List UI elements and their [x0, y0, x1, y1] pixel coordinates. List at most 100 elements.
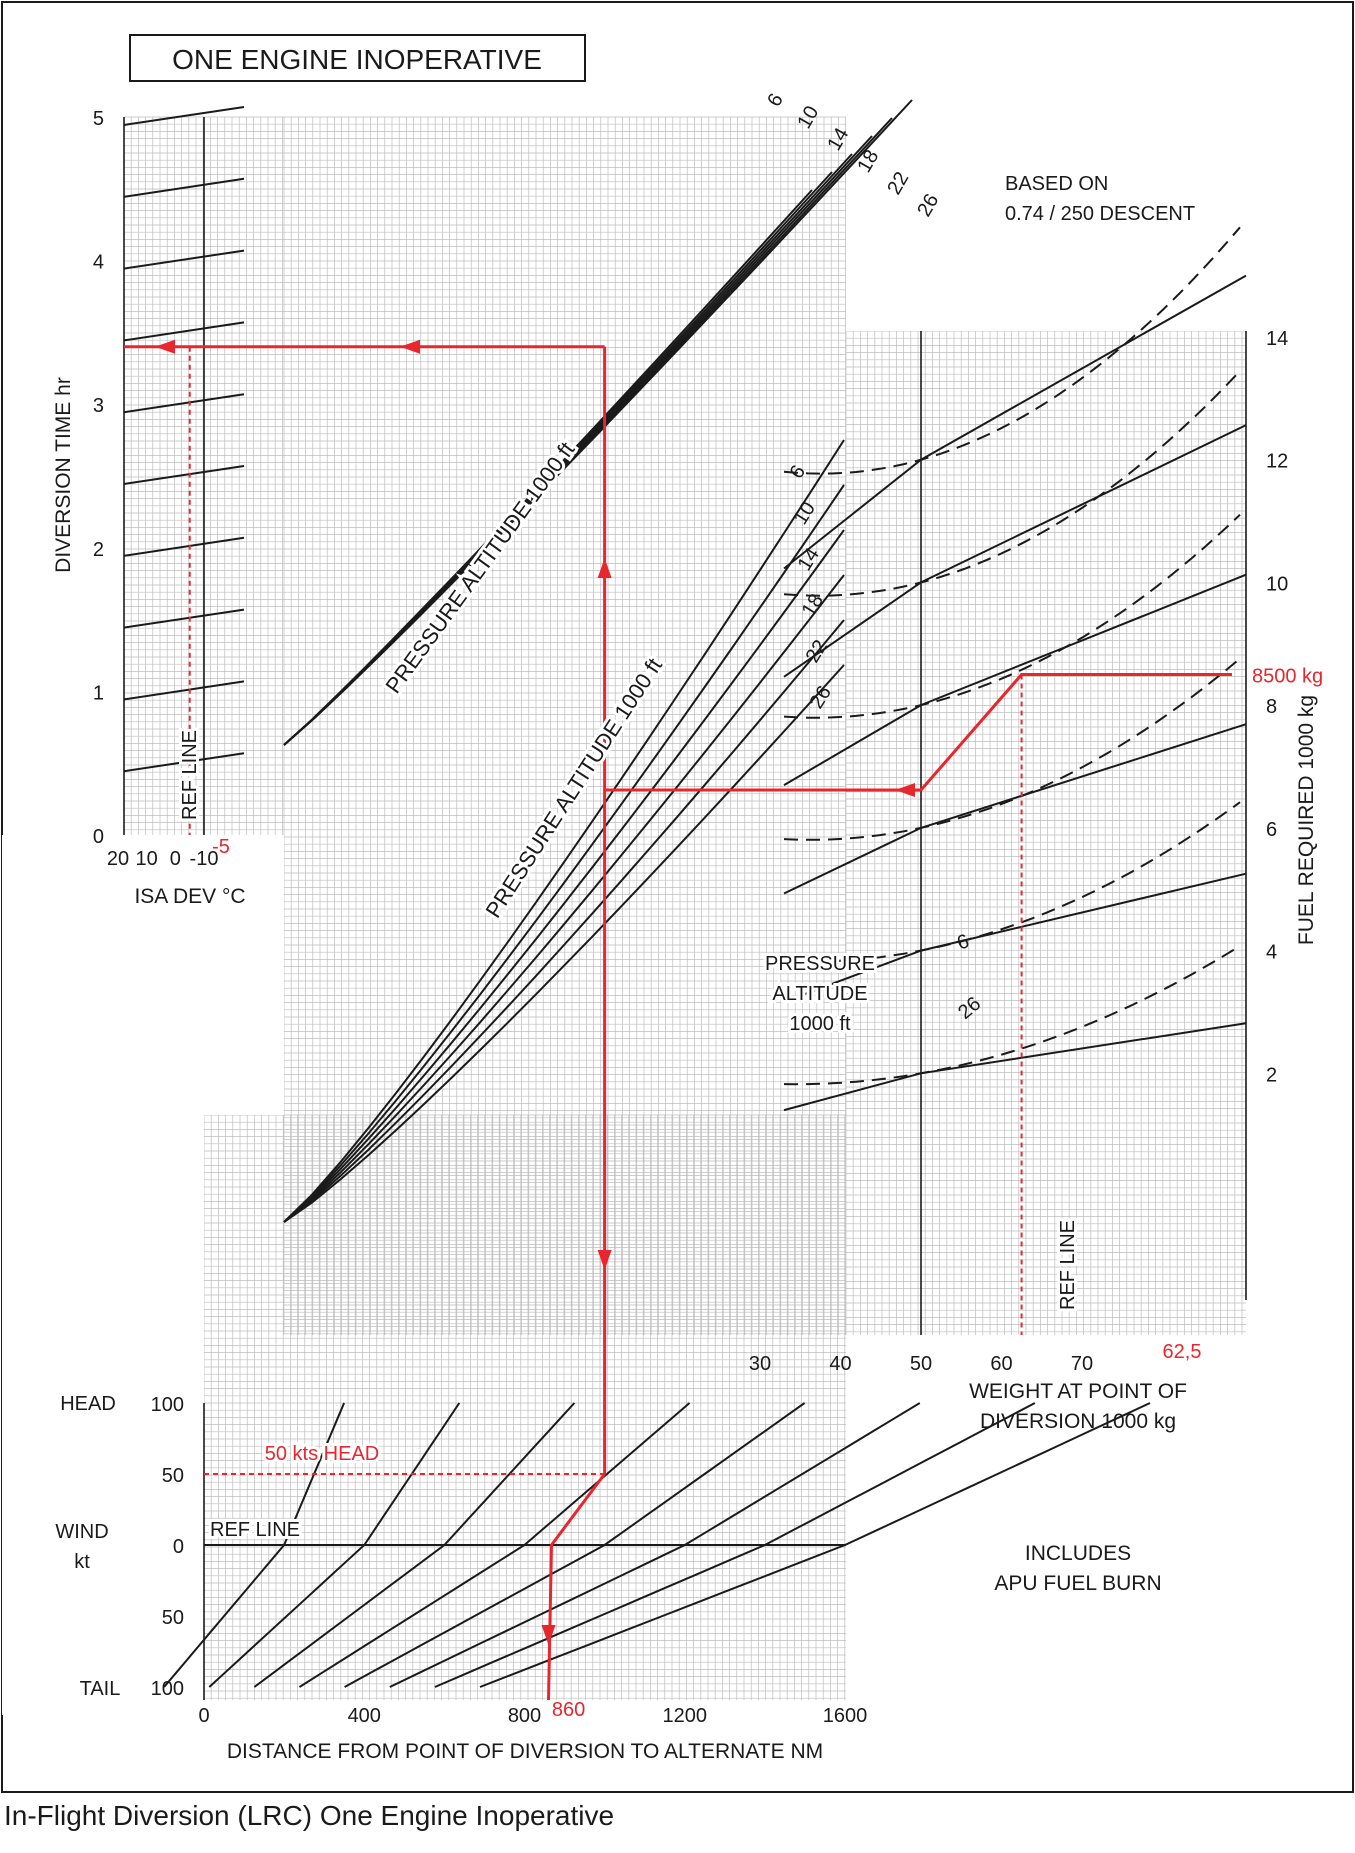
- isa-tick: 0: [170, 848, 181, 870]
- isa-line: [123, 465, 245, 485]
- fuel-tick: 2: [1266, 1064, 1277, 1086]
- isa-ref-label: REF LINE: [179, 730, 201, 820]
- isa-line: [123, 106, 245, 126]
- legend-title-2: ALTITUDE: [772, 983, 867, 1005]
- isa-line: [123, 177, 245, 198]
- fuel-curve-22: [283, 619, 845, 1223]
- legend-title-3: 1000 ft: [789, 1013, 851, 1035]
- wind-tick: 50: [162, 1607, 184, 1629]
- fuel-tick: 6: [1266, 819, 1277, 841]
- wind-unit-label: kt: [74, 1551, 90, 1573]
- wind-tick: 0: [173, 1536, 184, 1558]
- weight-grid: [845, 330, 1246, 1335]
- isa-line: [123, 536, 245, 557]
- note-includes: INCLUDES: [1025, 1542, 1131, 1565]
- fuel-curve-label: 10: [790, 498, 820, 529]
- weight-dashed-2: [783, 945, 1241, 1086]
- fuel-curve-26: [283, 664, 845, 1223]
- time-tick: 3: [93, 395, 104, 417]
- isa-line: [123, 249, 245, 270]
- example-wind-label: 50 kts HEAD: [265, 1443, 379, 1465]
- curves: [123, 99, 1247, 1688]
- time-axis-label: DIVERSION TIME hr: [52, 377, 75, 573]
- isa-line: [123, 393, 245, 414]
- isa-tick: 10: [136, 848, 158, 870]
- example-fuel-path: [604, 673, 1232, 792]
- weight-dashed-8: [783, 513, 1241, 719]
- lower-right-mask: [846, 1335, 1256, 1595]
- time-tick: 0: [93, 826, 104, 848]
- title-box: [129, 34, 586, 82]
- weight-tick: 70: [1071, 1353, 1093, 1375]
- weight-grid-lines: [845, 330, 1246, 1335]
- weight-dashed-10: [783, 370, 1241, 597]
- weight-line-label-26: 26: [954, 993, 985, 1024]
- wind-tail-label: TAIL: [80, 1678, 121, 1700]
- wind-line-400: [208, 1402, 461, 1688]
- weight-dashed-12: [783, 226, 1241, 475]
- example-arrow-distance: [541, 1625, 556, 1645]
- weight-line-label-6: 6: [954, 930, 972, 954]
- time-tick: 1: [93, 682, 104, 704]
- example-wind-correction: [547, 1473, 606, 1701]
- weight-dashed-4: [783, 801, 1241, 963]
- distance-grid: [283, 116, 846, 1335]
- fuel-curves-label: PRESSURE ALTITUDE 1000 ft: [480, 654, 667, 923]
- wind-tick: 100: [151, 1394, 184, 1416]
- example-distance-label: 860: [552, 1699, 585, 1721]
- distance-tick: 1200: [663, 1705, 708, 1727]
- time-tick: 4: [93, 252, 104, 274]
- fuel-curve-14: [283, 529, 845, 1223]
- note-apu: APU FUEL BURN: [994, 1572, 1161, 1595]
- fuel-curve-label: 6: [786, 462, 811, 483]
- wind-tick: 50: [162, 1465, 184, 1487]
- wind-line-200: [163, 1402, 346, 1688]
- weight-tick: 40: [829, 1353, 851, 1375]
- time-curve-26: [283, 189, 813, 746]
- distance-tick: 1600: [823, 1705, 868, 1727]
- wind-ref-label: REF LINE: [210, 1519, 300, 1541]
- example-arrow-fuel: [895, 783, 915, 797]
- fuel-tick: 12: [1266, 451, 1288, 473]
- time-tick: 2: [93, 539, 104, 561]
- isa-line: [123, 321, 245, 342]
- isa-tick: -10: [190, 848, 219, 870]
- top-right-mask: [846, 100, 1252, 331]
- legend-title-1: PRESSURE: [765, 953, 875, 975]
- wind-axis-label: WIND: [55, 1521, 108, 1543]
- wind-line-1000: [344, 1402, 806, 1688]
- chart-title: ONE ENGINE INOPERATIVE: [172, 44, 542, 75]
- left-mid-mask: [2, 835, 284, 1115]
- time-curve-label: 6: [763, 90, 788, 111]
- weight-tick: 30: [749, 1353, 771, 1375]
- wind-grid: [203, 1114, 846, 1700]
- fuel-tick: 4: [1266, 942, 1277, 964]
- wind-grid-lines: [203, 1114, 846, 1700]
- weight-axis-label: WEIGHT AT POINT OF: [969, 1380, 1187, 1403]
- example-arrow-time-2: [155, 339, 175, 354]
- example-weight-label: 62,5: [1163, 1341, 1202, 1363]
- isa-line: [123, 608, 245, 629]
- weight-dashed-6: [783, 657, 1241, 841]
- wind-tick: 100: [151, 1678, 184, 1700]
- distance-grid-lines: [283, 116, 846, 1335]
- example-fuel-label: 8500 kg: [1252, 665, 1323, 687]
- wind-line-800: [298, 1402, 691, 1688]
- distance-axis-label: DISTANCE FROM POINT OF DIVERSION TO ALTE…: [227, 1740, 823, 1763]
- fuel-curve-6: [283, 439, 845, 1223]
- distance-tick: 800: [508, 1705, 541, 1727]
- isa-tick: 20: [107, 848, 129, 870]
- left-bottom-mask: [2, 1115, 204, 1715]
- weight-ref-label: REF LINE: [1057, 1220, 1079, 1310]
- isa-line: [123, 680, 245, 701]
- example-arrow-up: [597, 558, 612, 578]
- note-descent: 0.74 / 250 DESCENT: [1005, 203, 1195, 225]
- time-curves-label: PRESSURE ALTITUDE 1000 ft: [380, 437, 579, 698]
- distance-tick: 400: [348, 1705, 381, 1727]
- weight-tick: 50: [910, 1353, 932, 1375]
- wind-line-1600: [479, 1402, 1151, 1688]
- figure-caption: In-Flight Diversion (LRC) One Engine Ino…: [4, 1800, 615, 1831]
- fuel-tick: 14: [1266, 328, 1288, 350]
- example-arrow-time: [400, 339, 420, 354]
